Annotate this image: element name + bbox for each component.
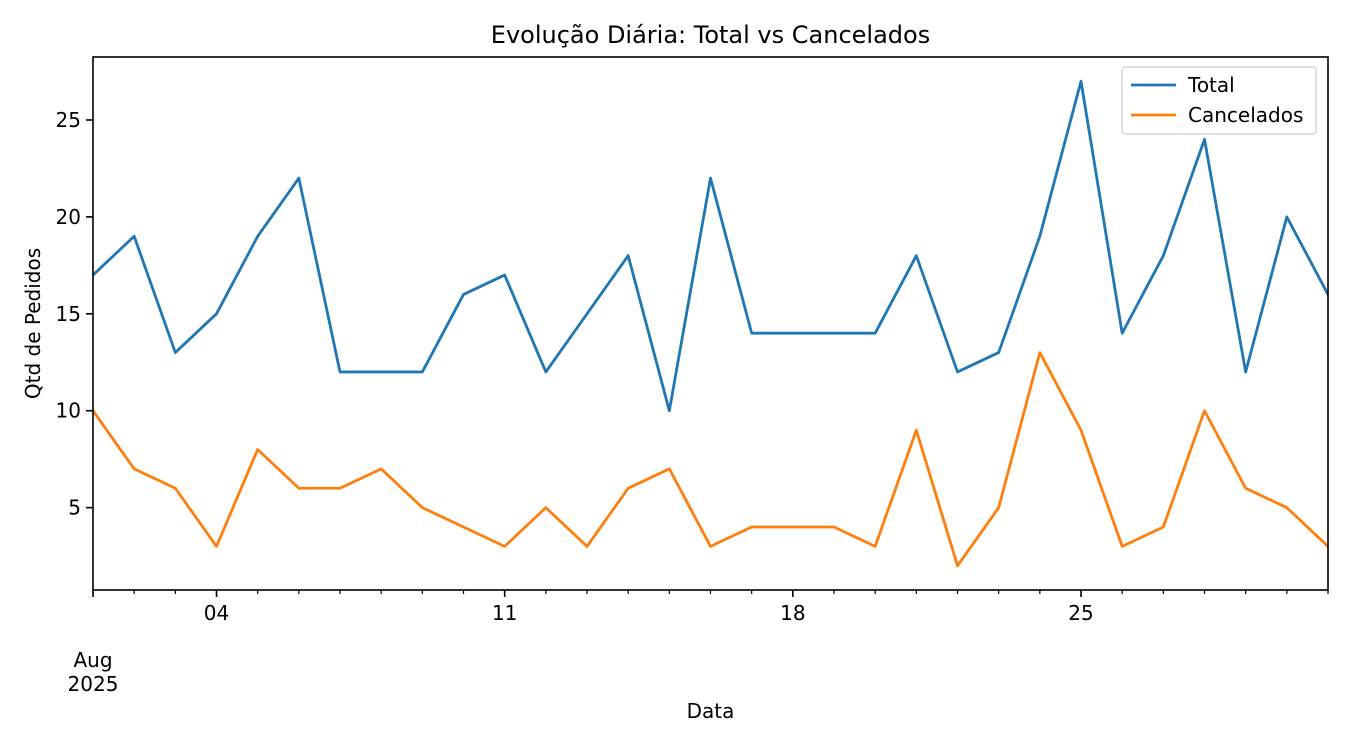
y-tick-label: 25	[56, 108, 81, 132]
x-tick-label: 11	[492, 601, 517, 625]
series-line-cancelados	[93, 351, 1328, 568]
y-tick-label: 20	[56, 205, 81, 229]
x-axis-label: Data	[687, 699, 735, 723]
plot-area: 5 10 15 20 25 04 11 18 25	[56, 56, 1329, 625]
chart-title: Evolução Diária: Total vs Cancelados	[491, 21, 930, 49]
legend-label-total: Total	[1187, 73, 1235, 97]
series-line-total	[93, 79, 1328, 413]
y-axis-label: Qtd de Pedidos	[21, 248, 45, 399]
y-tick-label: 15	[56, 302, 81, 326]
x-tick-label: 25	[1068, 601, 1093, 625]
plot-frame	[92, 56, 1329, 591]
legend: Total Cancelados	[1121, 66, 1317, 135]
x-tick-label: 18	[780, 601, 805, 625]
legend-label-cancelados: Cancelados	[1188, 103, 1303, 127]
x-year-label: 2025	[68, 672, 119, 696]
y-tick-label: 5	[68, 496, 81, 520]
x-tick-label: 04	[204, 601, 229, 625]
y-tick-label: 10	[56, 399, 81, 423]
x-month-label: Aug	[73, 648, 112, 672]
